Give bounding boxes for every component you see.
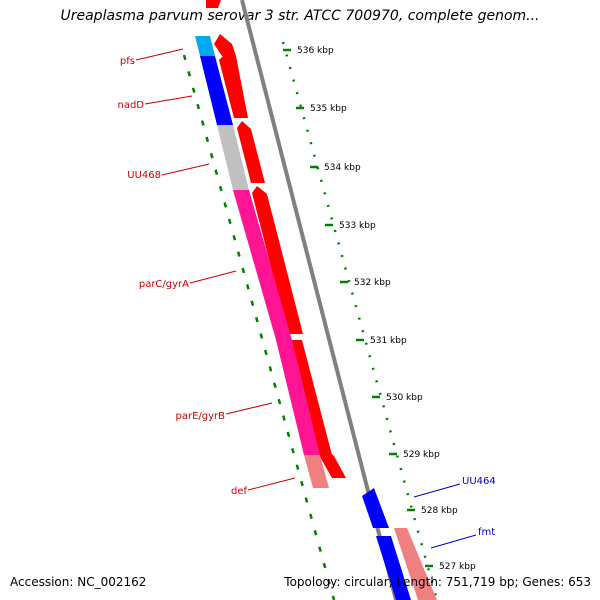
gene-label-leader: [413, 483, 461, 498]
gene-fmt: [376, 536, 411, 600]
gene-nadD: [200, 56, 233, 125]
gene-uu464: [362, 488, 389, 528]
kbp-tick-label: 536 kbp: [297, 46, 334, 56]
gene-label: pfs: [120, 56, 135, 67]
gene-plus-1: [214, 34, 236, 56]
gene-label-leader: [144, 95, 193, 105]
gene-label-leader: [189, 270, 237, 284]
kbp-tick-label: 535 kbp: [310, 104, 347, 114]
accession-label: Accession: NC_002162: [10, 575, 147, 589]
gene-label-leader: [135, 48, 184, 61]
gene-plus-3: [237, 121, 265, 183]
kbp-tick-label: 528 kbp: [421, 506, 458, 516]
kbp-tick-label: 527 kbp: [439, 562, 476, 572]
gene-def: [304, 455, 329, 488]
kbp-tick-label: 531 kbp: [370, 336, 407, 346]
kbp-tick-label: 533 kbp: [339, 221, 376, 231]
gene-labels: pfs nadD UU468 parC/gyrA parE/gyrB def UU464 fm…: [117, 48, 496, 549]
gene-label: def: [231, 486, 248, 497]
gene-plus-4: [252, 186, 303, 334]
gene-label-leader: [247, 477, 296, 491]
kbp-tick-label: 529 kbp: [403, 450, 440, 460]
gene-parE-gyrB: [276, 340, 320, 455]
gene-plus-top: [206, 0, 221, 8]
outer-tick-ring: [281, 41, 439, 600]
kbp-tick-label: 534 kbp: [324, 163, 361, 173]
gene-label: UU464: [462, 476, 496, 487]
gene-label: parC/gyrA: [139, 279, 189, 290]
gene-plus-7: [394, 528, 437, 600]
gene-pfs: [195, 36, 215, 56]
genome-summary: Topology: circular; Length: 751,719 bp; …: [284, 575, 591, 589]
tick-labels: 536 kbp 535 kbp 534 kbp 533 kbp 532 kbp 531 k…: [283, 46, 476, 572]
kbp-tick-label: 530 kbp: [386, 393, 423, 403]
gene-label: parE/gyrB: [175, 411, 225, 422]
gene-label-leader: [161, 163, 210, 176]
gene-plus-2: [219, 56, 248, 118]
gene-label: UU468: [127, 170, 161, 181]
kbp-tick-label: 532 kbp: [354, 278, 391, 288]
gene-label: nadD: [117, 100, 144, 111]
gene-uu468: [217, 125, 249, 190]
gene-parC-gyrA: [233, 190, 292, 340]
gene-label: fmt: [478, 527, 495, 538]
inner-tick-ring: [182, 54, 336, 600]
gene-label-leader: [225, 402, 273, 415]
map-title: Ureaplasma parvum serovar 3 str. ATCC 70…: [60, 8, 540, 24]
gene-plus-6: [319, 447, 346, 478]
gene-label-leader: [430, 534, 477, 549]
